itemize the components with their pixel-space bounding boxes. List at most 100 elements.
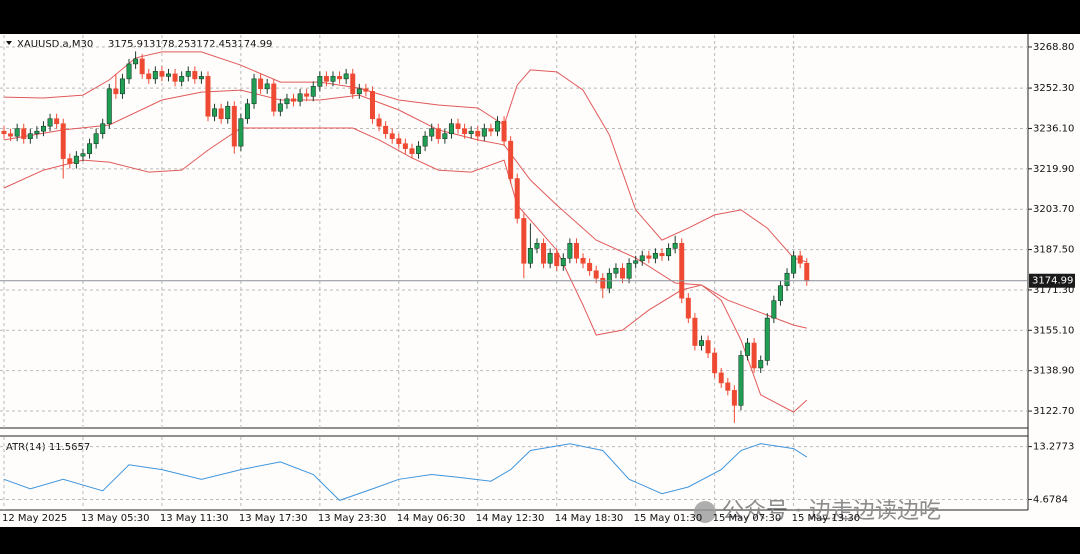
candle-body (159, 71, 165, 77)
symbol-title: XAUUSD.a,M30 (17, 39, 93, 50)
y-tick-label: 3203.70 (1033, 204, 1074, 215)
atr-line (3, 443, 808, 501)
candle-body (14, 128, 20, 137)
candle-body (251, 78, 257, 105)
watermark: 公众号 · 边走边读边吃 (694, 499, 941, 524)
candle-body (672, 243, 678, 249)
candle-body (475, 130, 481, 137)
candle-body (541, 243, 547, 264)
header-value: 3175.91 (108, 39, 149, 50)
header-value: 3178.25 (149, 39, 190, 50)
candle-body (494, 120, 500, 132)
candle-body (731, 390, 737, 406)
candle-body (764, 317, 770, 361)
candle-body (777, 285, 783, 301)
candle-body (389, 133, 395, 139)
candle-body (435, 128, 441, 139)
candle-body (685, 297, 691, 319)
candle-body (67, 158, 73, 164)
x-tick-label: 13 May 23:30 (318, 513, 387, 524)
candle-body (573, 243, 579, 259)
candle-body (666, 248, 672, 257)
candle-body (40, 125, 46, 132)
candle-body (514, 178, 520, 219)
candle-body (791, 255, 797, 274)
candle-body (560, 257, 566, 267)
candle-body (468, 130, 474, 134)
candle-body (113, 88, 119, 95)
candle-body (310, 86, 316, 97)
candle-body (205, 76, 211, 117)
candle-body (139, 58, 145, 75)
candle-body (462, 128, 468, 134)
atr-title: ATR(14) 11.5657 (6, 442, 90, 453)
candle-body (106, 88, 112, 125)
x-tick-label: 13 May 11:30 (160, 513, 229, 524)
candle-body (797, 255, 803, 264)
candle-body (231, 105, 237, 147)
candle-body (501, 120, 507, 142)
candle-body (80, 153, 86, 157)
candle-body (745, 342, 751, 356)
candle-body (402, 143, 408, 149)
candle-body (218, 108, 224, 120)
y-tick-label: 3219.90 (1033, 164, 1074, 175)
candle-body (613, 267, 619, 274)
y-tick-label: 3171.30 (1033, 285, 1074, 296)
bollinger-band (3, 127, 808, 413)
candle-body (198, 76, 204, 80)
candle-body (100, 123, 106, 134)
candle-body (152, 71, 158, 80)
candle-body (264, 83, 270, 90)
candle-body (54, 118, 60, 125)
y-tick-label: 3122.70 (1033, 406, 1074, 417)
candle-body (317, 76, 323, 87)
candle-body (725, 382, 731, 391)
candle-body (126, 63, 132, 80)
candles (1, 51, 810, 423)
menu-arrow[interactable] (6, 41, 12, 45)
candle-body (804, 262, 810, 282)
x-tick-label: 14 May 12:30 (476, 513, 545, 524)
candle-body (133, 58, 139, 65)
candle-body (47, 118, 53, 127)
y-tick-label: 3268.80 (1033, 42, 1074, 53)
candle-body (87, 143, 93, 154)
candle-body (527, 248, 533, 264)
candle-body (409, 148, 415, 154)
candle-body (27, 133, 33, 139)
candle-body (258, 78, 264, 90)
candle-body (547, 253, 553, 264)
candle-body (337, 76, 343, 80)
y-tick-label: 3187.50 (1033, 245, 1074, 256)
candle-body (356, 88, 362, 95)
candle-body (284, 98, 290, 105)
bollinger-band (3, 51, 807, 263)
candle-body (633, 260, 639, 264)
candle-body (350, 73, 356, 95)
header-value: 3174.99 (231, 39, 272, 50)
y-tick-label: 3155.10 (1033, 325, 1074, 336)
candle-body (646, 255, 652, 259)
candle-body (330, 76, 336, 82)
candle-body (567, 243, 573, 259)
candle-body (639, 255, 645, 262)
header-value: 3172.45 (190, 39, 231, 50)
last-price-box (1029, 273, 1075, 288)
candle-body (442, 133, 448, 139)
x-tick-label: 15 May 07:30 (713, 513, 782, 524)
candle-body (771, 300, 777, 319)
candle-body (620, 267, 626, 279)
candle-body (652, 253, 658, 259)
candle-body (119, 78, 125, 95)
candle-body (1, 130, 7, 134)
candle-body (185, 71, 191, 77)
candle-body (698, 340, 704, 346)
candle-body (429, 128, 435, 137)
last-price-label: 3174.99 (1032, 276, 1073, 287)
candle-body (534, 243, 540, 249)
candle-body (172, 73, 178, 82)
candle-body (659, 253, 665, 257)
candle-body (416, 145, 422, 154)
